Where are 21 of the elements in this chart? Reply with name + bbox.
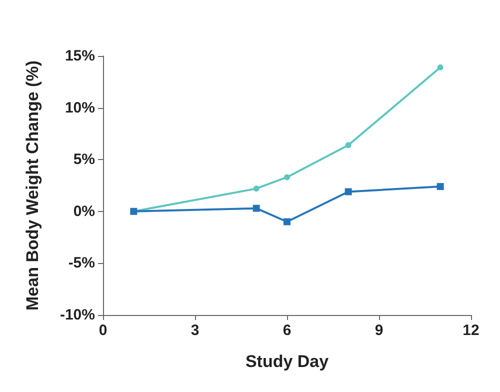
x-tick-label: 6 [282, 322, 292, 339]
x-tick-label: 0 [98, 322, 108, 339]
x-tick-label: 9 [374, 322, 384, 339]
x-axis-title: Study Day [245, 352, 330, 371]
y-tick-label: 15% [64, 48, 95, 64]
x-tick-label: 12 [462, 322, 480, 339]
point [253, 186, 260, 192]
y-tick-label: 0% [73, 202, 95, 220]
point [284, 174, 290, 180]
y-tick-label: 10% [64, 99, 95, 116]
point [437, 64, 444, 70]
point [284, 218, 290, 226]
y-tick-label: -5% [68, 254, 95, 272]
point [345, 142, 352, 148]
x-tick-label: 3 [190, 322, 200, 339]
point [344, 188, 352, 196]
point [252, 204, 260, 212]
y-tick-label: -10% [60, 306, 95, 324]
point [436, 183, 444, 190]
y-tick-label: 5% [73, 151, 95, 168]
y-axis-title: Mean Body Weight Change (%) [23, 60, 42, 310]
